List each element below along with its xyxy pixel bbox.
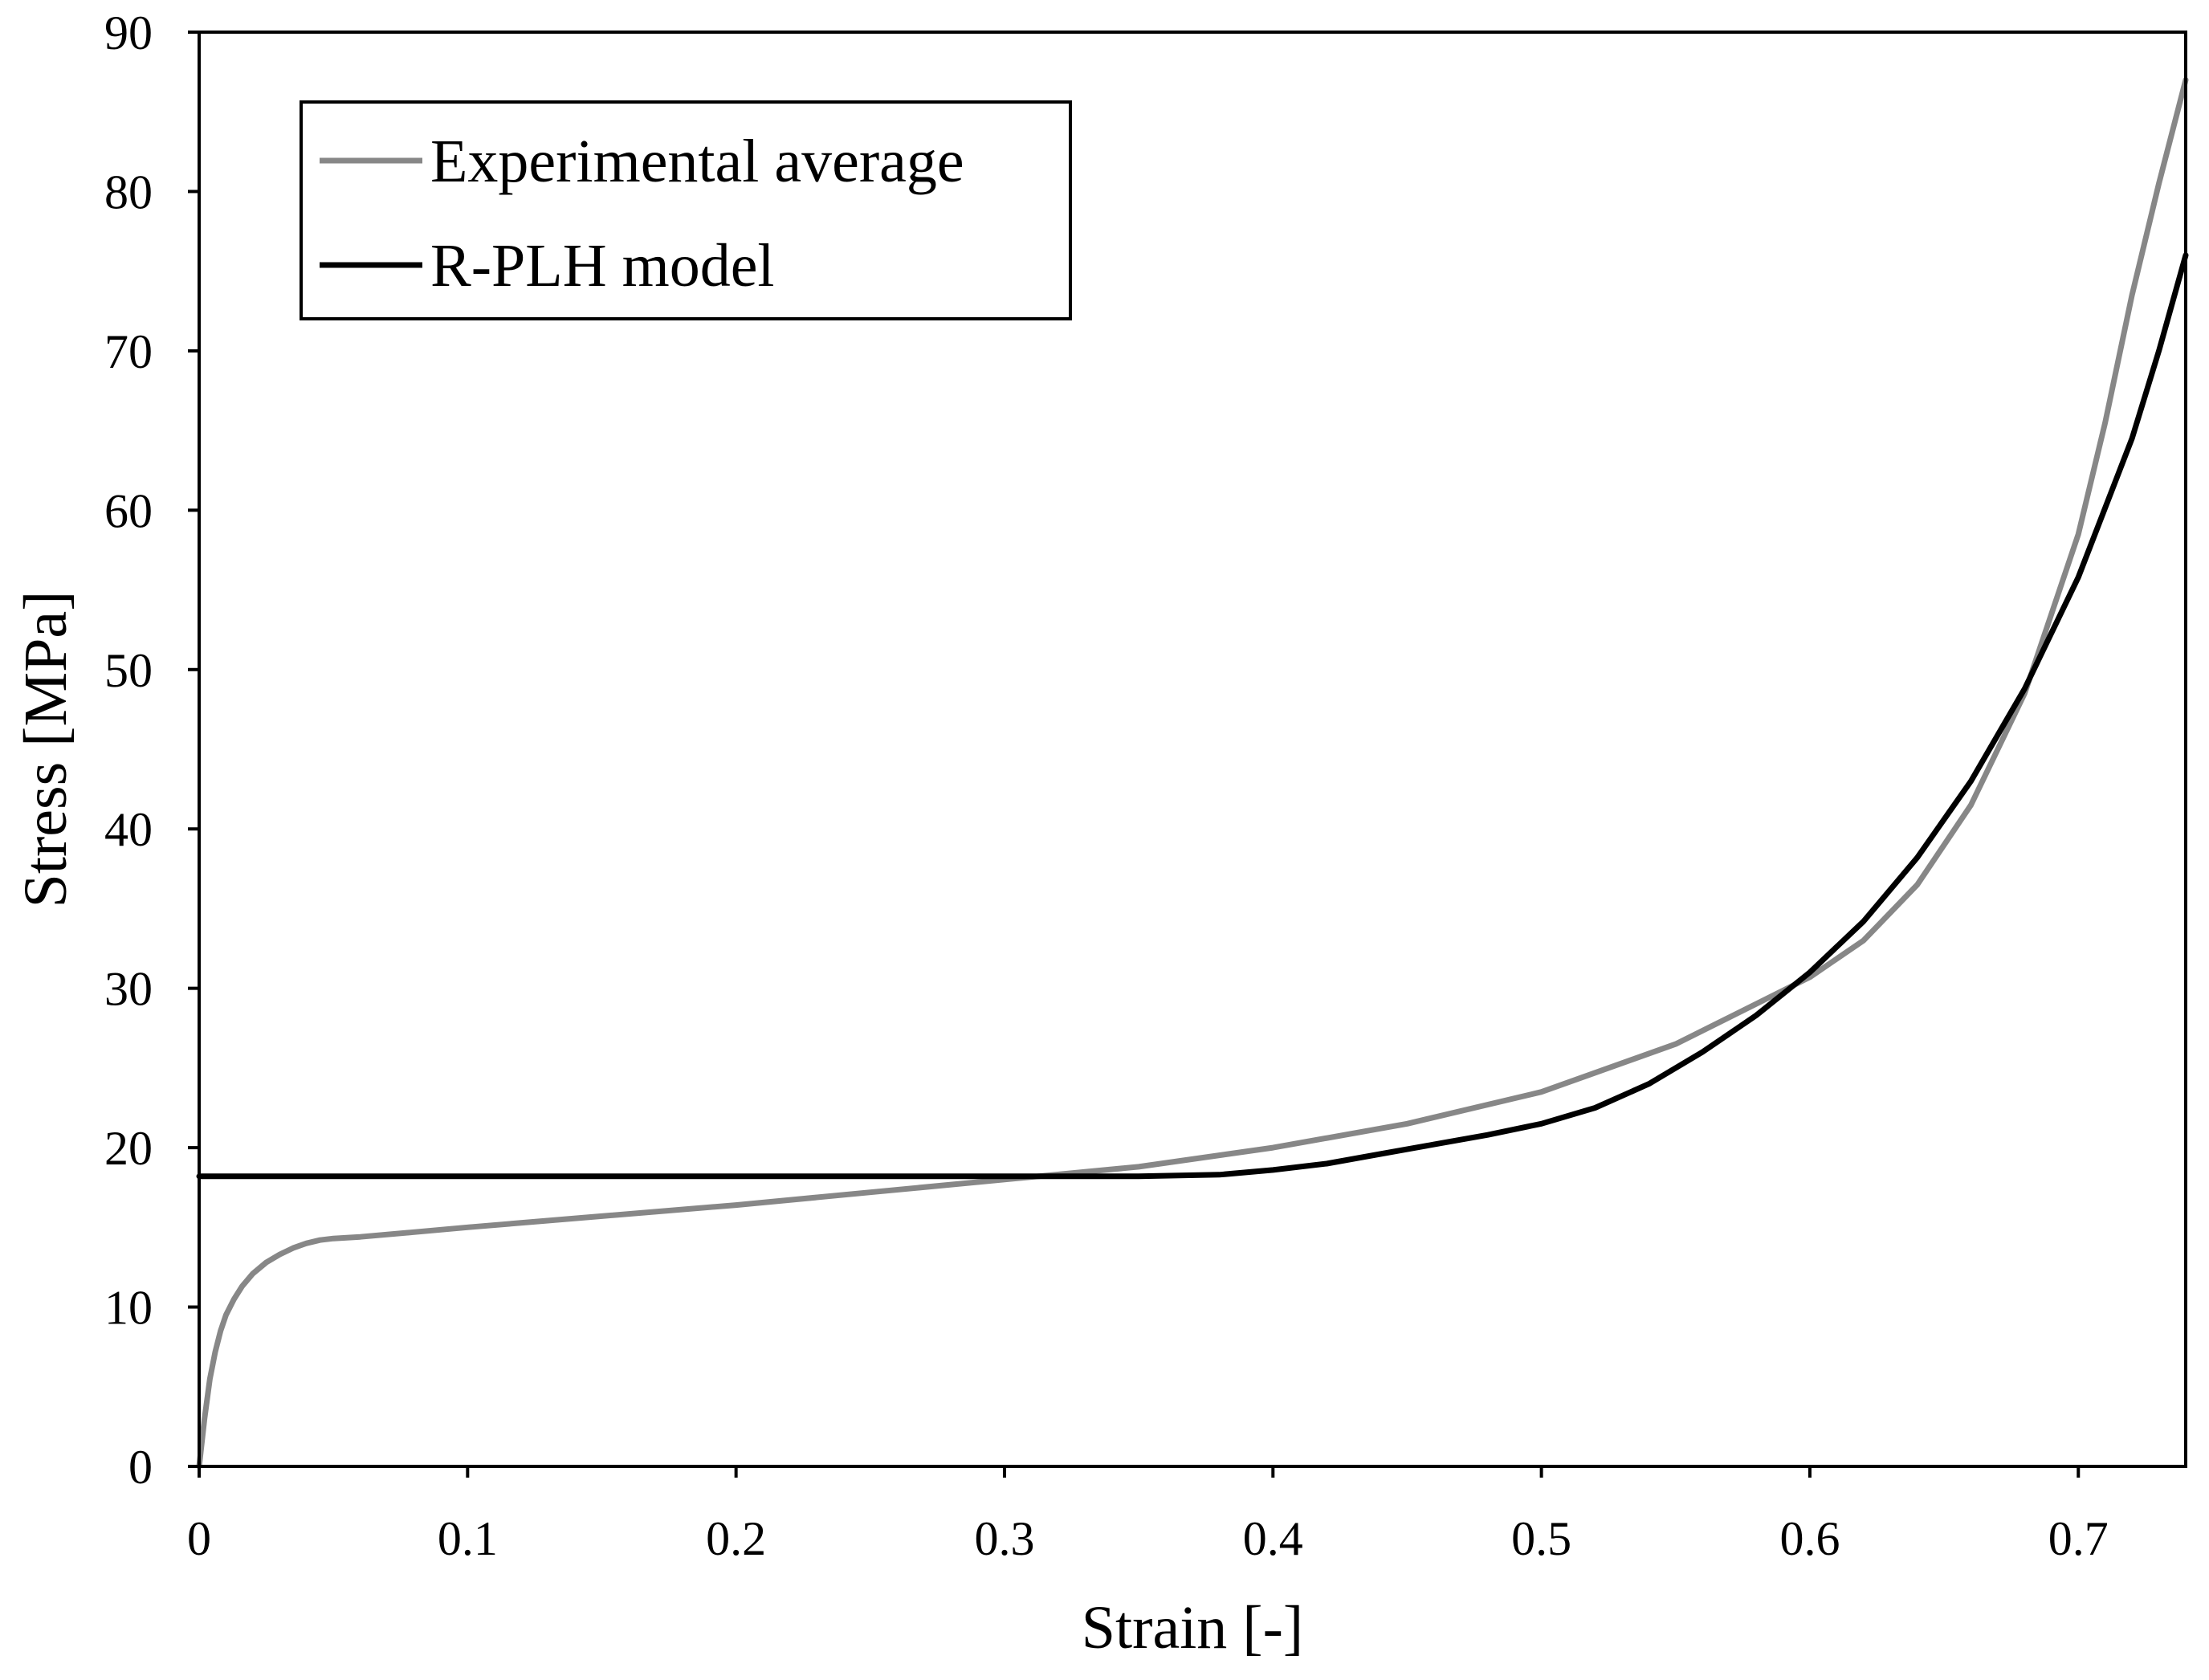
x-tick-label: 0.2 [706, 1512, 766, 1565]
x-tick-label: 0 [187, 1512, 211, 1565]
y-tick-label: 80 [104, 165, 153, 218]
x-tick-label: 0.5 [1511, 1512, 1571, 1565]
y-tick-label: 50 [104, 644, 153, 697]
y-tick-label: 10 [104, 1282, 153, 1335]
plot-frame [198, 31, 2187, 1468]
series-layer [196, 77, 2189, 1470]
legend-label-experimental-average: Experimental average [430, 128, 964, 195]
legend-label-r-plh-model: R-PLH model [430, 232, 775, 300]
x-axis-title: Strain [-] [1082, 1594, 1303, 1662]
y-tick-label: 20 [104, 1122, 153, 1175]
x-tick-label: 0.4 [1243, 1512, 1303, 1565]
x-tick-label: 0.6 [1779, 1512, 1840, 1565]
y-tick-label: 70 [104, 325, 153, 378]
y-tick-label: 40 [104, 803, 153, 856]
x-axis-ticks: 0 0.1 0.2 0.3 0.4 0.5 0.6 0.7 [187, 1466, 2109, 1565]
y-axis-title: Stress [MPa] [12, 591, 79, 908]
y-tick-label: 90 [104, 6, 153, 59]
x-tick-label: 0.1 [438, 1512, 498, 1565]
x-tick-label: 0.7 [2048, 1512, 2109, 1565]
series-line-r-plh-model [196, 252, 2189, 1180]
y-tick-label: 30 [104, 963, 153, 1016]
y-tick-label: 60 [104, 484, 153, 537]
x-tick-label: 0.3 [974, 1512, 1034, 1565]
y-tick-label: 0 [128, 1441, 153, 1494]
y-axis-ticks: 0 10 20 30 40 50 60 70 80 90 [104, 6, 199, 1494]
legend: Experimental average R-PLH model [300, 100, 1072, 320]
series-line-experimental-average [196, 77, 2189, 1470]
legend-box [300, 100, 1072, 320]
